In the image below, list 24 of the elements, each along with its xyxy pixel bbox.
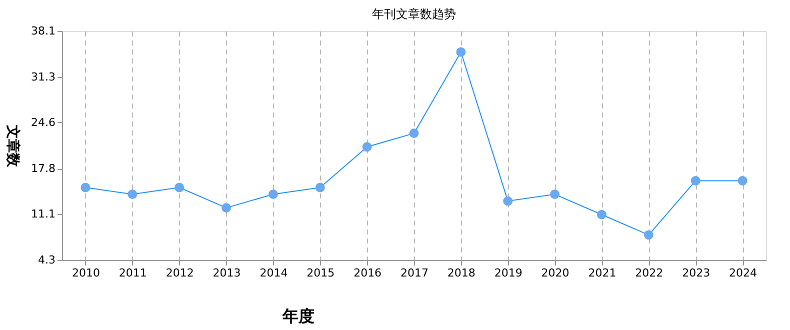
y-tick-label: 31.3 — [31, 70, 56, 84]
chart-title: 年刊文章数趋势 — [372, 7, 456, 21]
y-tick-label: 11.1 — [31, 207, 56, 220]
y-tick-label: 17.8 — [31, 162, 56, 176]
x-tick-label: 2010 — [72, 266, 100, 280]
x-tick-label: 2016 — [354, 266, 382, 280]
x-axis-title: 年度 — [282, 306, 314, 326]
x-tick-label: 2017 — [400, 266, 428, 280]
x-tick-label: 2023 — [682, 266, 710, 280]
y-tick-label: 24.6 — [31, 116, 56, 129]
x-tick-label: 2014 — [260, 266, 288, 280]
y-tick-label: 4.3 — [38, 254, 56, 266]
x-tick-label: 2015 — [306, 266, 335, 280]
x-tick-label: 2011 — [118, 266, 147, 280]
x-tick-label: 2020 — [541, 266, 570, 280]
x-tick-label: 2024 — [729, 266, 758, 280]
y-tick-label: 38.1 — [31, 24, 56, 38]
x-tick-label: 2021 — [588, 266, 616, 280]
y-axis-title: 文章数 — [4, 124, 22, 168]
x-tick-label: 2012 — [166, 266, 194, 280]
x-tick-label: 2018 — [447, 266, 476, 280]
x-tick-label: 2022 — [635, 266, 664, 280]
x-tick-label: 2013 — [212, 266, 241, 280]
x-tick-label: 2019 — [494, 266, 522, 280]
